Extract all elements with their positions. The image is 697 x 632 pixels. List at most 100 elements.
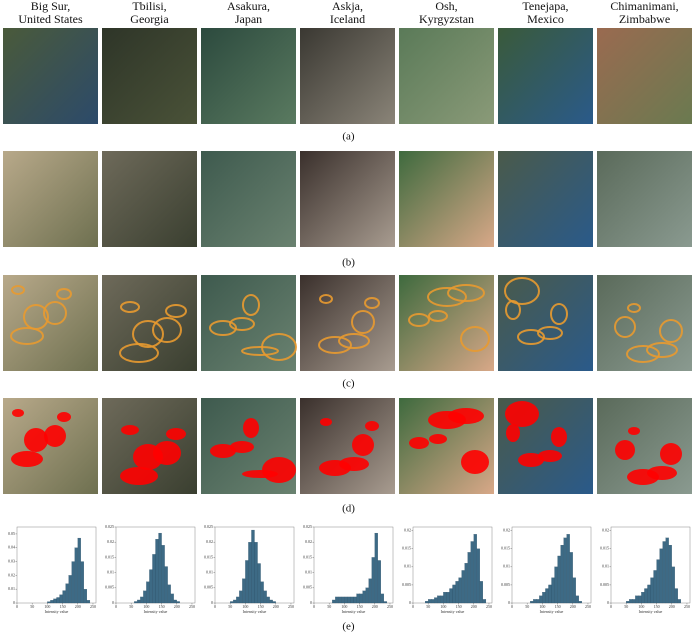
histogram-bar bbox=[56, 597, 60, 604]
histogram-bar bbox=[671, 566, 675, 604]
histogram-bar bbox=[356, 593, 360, 604]
mask bbox=[11, 451, 43, 467]
mask bbox=[12, 409, 24, 417]
mask bbox=[409, 437, 429, 449]
histogram-bar bbox=[377, 560, 381, 604]
histogram-bar bbox=[479, 581, 483, 604]
contour bbox=[614, 316, 636, 338]
x-tick-label: 100 bbox=[440, 604, 446, 609]
histogram-bar bbox=[86, 600, 91, 604]
histogram-bar bbox=[254, 542, 258, 604]
image-tile bbox=[597, 151, 692, 247]
y-tick-label: 0.015 bbox=[600, 546, 609, 551]
histogram-bar bbox=[626, 601, 630, 604]
mask bbox=[44, 425, 66, 447]
histogram-bar bbox=[476, 548, 480, 604]
column-label: Osh, bbox=[435, 0, 457, 13]
image-tile bbox=[3, 151, 98, 247]
histogram-bar bbox=[467, 552, 471, 604]
histogram-bar bbox=[77, 537, 81, 604]
histogram-bar bbox=[665, 537, 669, 604]
mask bbox=[660, 443, 682, 465]
contour bbox=[646, 342, 678, 358]
x-tick-label: 0 bbox=[511, 604, 513, 609]
histogram-bar bbox=[239, 590, 243, 604]
x-tick-label: 150 bbox=[159, 604, 165, 609]
histogram-bar bbox=[638, 595, 642, 604]
histogram-bar bbox=[461, 570, 465, 604]
x-axis-label: Intensity value bbox=[441, 609, 465, 614]
y-tick-label: 0.005 bbox=[105, 585, 114, 590]
x-tick-label: 50 bbox=[30, 604, 34, 609]
image-tile bbox=[597, 28, 692, 124]
histogram-bar bbox=[155, 539, 159, 604]
histogram-bar bbox=[668, 544, 672, 604]
x-tick-label: 0 bbox=[214, 604, 216, 609]
mask bbox=[365, 421, 379, 431]
image-tile bbox=[201, 28, 296, 124]
histogram-bar bbox=[482, 599, 487, 604]
histogram-bar bbox=[71, 561, 75, 604]
image-tile bbox=[102, 275, 197, 371]
histogram-bar bbox=[365, 587, 369, 604]
contour bbox=[120, 301, 140, 313]
histogram-bar bbox=[449, 588, 453, 604]
x-axis-label: Intensity value bbox=[45, 609, 69, 614]
y-tick-label: 0.005 bbox=[303, 585, 312, 590]
histogram-bar bbox=[446, 592, 450, 604]
image-tile bbox=[597, 275, 692, 371]
histogram-bar bbox=[245, 560, 249, 604]
mask bbox=[615, 440, 635, 460]
x-tick-label: 200 bbox=[75, 604, 81, 609]
histogram-bar bbox=[632, 599, 636, 604]
x-tick-label: 100 bbox=[638, 604, 644, 609]
histogram-bar bbox=[350, 596, 354, 604]
histogram-bar bbox=[143, 590, 147, 604]
histogram-bar bbox=[149, 569, 153, 604]
x-tick-label: 0 bbox=[16, 604, 18, 609]
x-tick-label: 250 bbox=[90, 604, 96, 609]
histogram-bar bbox=[137, 599, 141, 604]
histogram-bar bbox=[65, 583, 69, 604]
x-tick-label: 250 bbox=[288, 604, 294, 609]
histogram-bar bbox=[575, 595, 579, 604]
histogram-bar bbox=[269, 599, 273, 604]
caption: (e) bbox=[342, 621, 355, 632]
histogram-bar bbox=[641, 592, 645, 604]
mask bbox=[505, 401, 539, 427]
mask bbox=[429, 434, 447, 444]
histogram-bar bbox=[569, 552, 573, 604]
histogram-bar bbox=[383, 601, 388, 604]
x-axis-label: Intensity value bbox=[540, 609, 564, 614]
histogram-bar bbox=[452, 584, 456, 604]
x-tick-label: 150 bbox=[456, 604, 462, 609]
x-tick-label: 200 bbox=[372, 604, 378, 609]
histogram-bar bbox=[152, 554, 156, 604]
histogram-bar bbox=[371, 557, 375, 604]
contour bbox=[241, 346, 279, 356]
histogram-bar bbox=[170, 593, 174, 604]
histogram-bar bbox=[533, 599, 537, 604]
histogram-bar bbox=[146, 581, 150, 604]
histogram-bar bbox=[272, 601, 276, 604]
mask bbox=[538, 450, 562, 462]
y-tick-label: 0.025 bbox=[303, 524, 312, 529]
y-tick-label: 0.02 bbox=[602, 528, 609, 533]
y-tick-label: 0.005 bbox=[600, 582, 609, 587]
column-label: Zimbabwe bbox=[619, 12, 670, 26]
x-tick-label: 150 bbox=[654, 604, 660, 609]
column-label: Georgia bbox=[130, 12, 169, 26]
histogram-bar bbox=[548, 584, 552, 604]
histogram-bar bbox=[233, 599, 237, 604]
image-tile bbox=[3, 28, 98, 124]
mask bbox=[242, 470, 278, 478]
x-tick-label: 150 bbox=[60, 604, 66, 609]
histogram-bar bbox=[551, 577, 555, 604]
histogram-bar bbox=[470, 541, 474, 604]
histogram-bar bbox=[257, 563, 261, 604]
histogram-bar bbox=[338, 596, 342, 604]
histogram-bar bbox=[62, 590, 66, 604]
histogram-bar bbox=[47, 601, 51, 604]
mask bbox=[133, 444, 163, 470]
image-tile bbox=[300, 275, 395, 371]
